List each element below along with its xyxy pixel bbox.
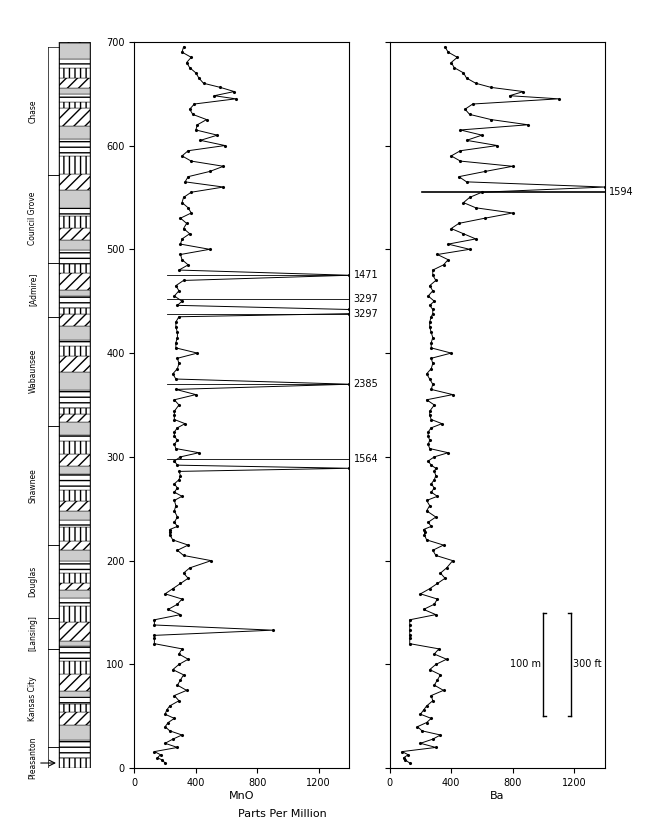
X-axis label: MnO: MnO (229, 791, 255, 801)
Bar (59, 390, 90, 408)
Bar (59, 606, 90, 622)
Bar (59, 704, 90, 711)
Bar (59, 435, 90, 441)
Text: 3297: 3297 (353, 309, 378, 319)
Bar (59, 646, 90, 660)
Bar (59, 583, 90, 590)
Bar (59, 422, 90, 435)
Text: 1594: 1594 (609, 187, 634, 197)
Bar (59, 94, 90, 102)
Bar (59, 68, 90, 78)
Text: [Lansing]: [Lansing] (28, 615, 37, 651)
Bar (59, 697, 90, 704)
Bar (59, 78, 90, 88)
Text: Shawnee: Shawnee (28, 468, 37, 503)
Bar (59, 501, 90, 511)
Text: Douglas: Douglas (28, 566, 37, 597)
Bar (59, 550, 90, 561)
Bar (59, 674, 90, 691)
Bar (59, 414, 90, 422)
Bar (59, 174, 90, 190)
Bar (59, 347, 90, 356)
Bar (59, 408, 90, 414)
Bar (59, 372, 90, 390)
Text: 300 ft: 300 ft (573, 660, 602, 670)
Bar (59, 574, 90, 583)
Bar (59, 725, 90, 740)
Bar (59, 250, 90, 264)
Bar (59, 43, 90, 59)
Bar (59, 622, 90, 640)
Text: 100 m: 100 m (510, 660, 541, 670)
Bar (59, 190, 90, 208)
Bar (59, 208, 90, 215)
Bar (59, 240, 90, 250)
Bar (59, 102, 90, 108)
Bar (59, 125, 90, 139)
Bar (59, 640, 90, 646)
Bar (59, 139, 90, 156)
Bar (59, 528, 90, 541)
Bar (59, 541, 90, 550)
Bar (59, 272, 90, 290)
Bar (59, 660, 90, 674)
Text: 1564: 1564 (353, 454, 378, 464)
Bar (59, 264, 90, 272)
Bar (59, 598, 90, 606)
Text: 1471: 1471 (353, 271, 378, 281)
Bar (59, 454, 90, 466)
Bar (59, 290, 90, 296)
Text: 2385: 2385 (353, 379, 378, 389)
Bar (59, 307, 90, 315)
Bar (59, 511, 90, 520)
Bar (59, 326, 90, 340)
Bar (59, 740, 90, 758)
Bar (59, 215, 90, 228)
Bar (59, 156, 90, 174)
Bar (59, 474, 90, 490)
Bar (59, 42, 90, 43)
Bar (59, 590, 90, 598)
Text: Chase: Chase (28, 99, 37, 123)
Bar (59, 520, 90, 528)
Bar (59, 59, 90, 68)
Bar (59, 108, 90, 125)
X-axis label: Ba: Ba (490, 791, 505, 801)
Bar (59, 228, 90, 240)
Bar (59, 758, 90, 768)
Text: [Admire]: [Admire] (28, 273, 37, 306)
Bar (59, 691, 90, 697)
Bar (59, 441, 90, 454)
Bar (59, 356, 90, 372)
Text: 3297: 3297 (353, 294, 378, 304)
Bar (59, 561, 90, 574)
Text: Council Grove: Council Grove (28, 192, 37, 245)
Bar (59, 711, 90, 725)
Bar (59, 315, 90, 326)
Text: Kansas City: Kansas City (28, 676, 37, 721)
Text: Wabaunsee: Wabaunsee (28, 349, 37, 393)
Bar (59, 296, 90, 307)
Bar (59, 490, 90, 501)
Bar (59, 466, 90, 474)
Text: Parts Per Million: Parts Per Million (238, 809, 327, 819)
Bar (59, 88, 90, 94)
Text: Pleasanton: Pleasanton (28, 736, 37, 779)
Bar (59, 340, 90, 347)
